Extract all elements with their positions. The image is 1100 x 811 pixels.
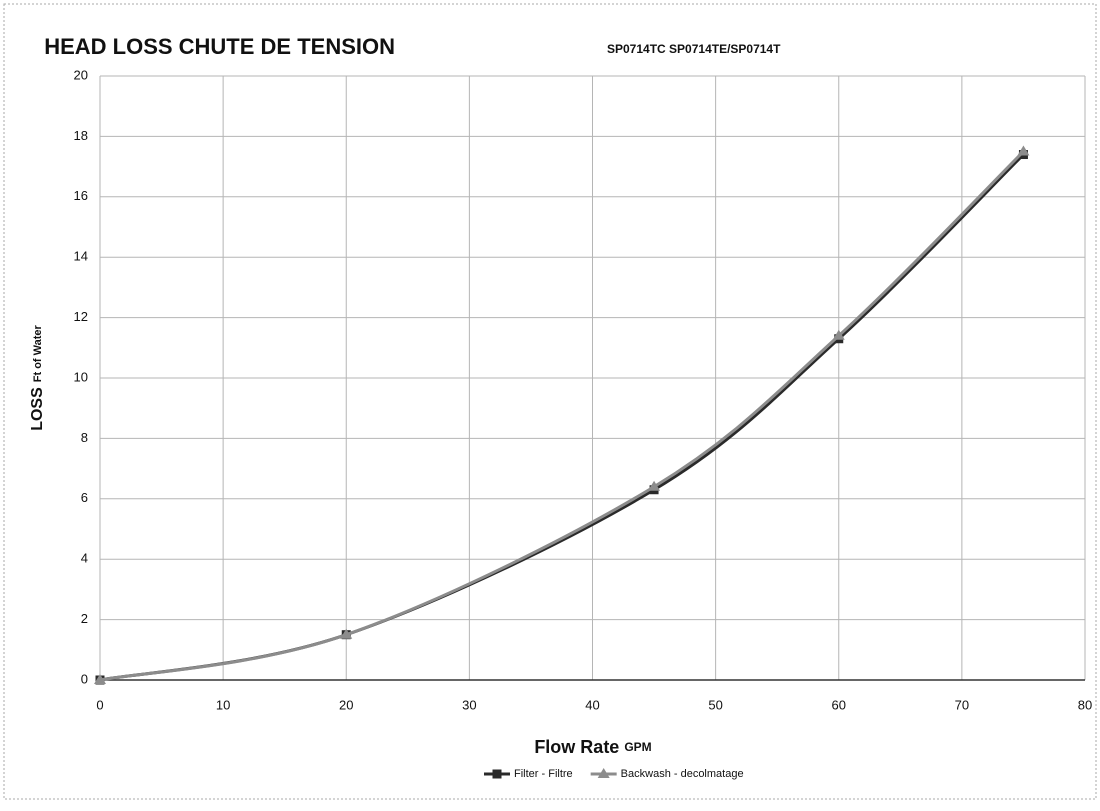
x-tick-label: 40 — [585, 697, 599, 712]
x-tick-label: 70 — [955, 697, 969, 712]
x-label-unit: GPM — [624, 740, 651, 754]
marker — [648, 480, 661, 491]
legend-label: Backwash - decolmatage — [621, 768, 744, 780]
x-tick-label: 20 — [339, 697, 353, 712]
y-label-unit: Ft of Water — [32, 324, 44, 382]
y-tick-label: 16 — [74, 188, 88, 203]
y-tick-label: 10 — [74, 369, 88, 384]
marker — [597, 768, 610, 778]
marker — [832, 329, 845, 340]
x-label-main: Flow Rate — [534, 737, 619, 757]
y-tick-label: 8 — [81, 430, 88, 445]
x-tick-label: 60 — [832, 697, 846, 712]
marker — [340, 628, 353, 639]
y-tick-label: 20 — [74, 67, 88, 82]
y-tick-label: 0 — [81, 671, 88, 686]
x-tick-label: 30 — [462, 697, 476, 712]
marker — [1017, 145, 1030, 156]
y-tick-label: 4 — [81, 551, 88, 566]
x-tick-label: 80 — [1078, 697, 1092, 712]
y-tick-label: 18 — [74, 128, 88, 143]
x-tick-label: 10 — [216, 697, 230, 712]
x-axis-label: Flow Rate GPM — [534, 737, 651, 757]
marker — [94, 674, 106, 684]
marker — [492, 769, 502, 779]
y-tick-label: 2 — [81, 611, 88, 626]
legend-label: Filter - Filtre — [514, 768, 573, 780]
chart-title: HEAD LOSS CHUTE DE TENSION — [44, 34, 395, 59]
y-tick-label: 6 — [81, 490, 88, 505]
x-tick-label: 0 — [96, 697, 103, 712]
y-label-main: LOSS — [29, 387, 46, 431]
y-tick-label: 12 — [74, 309, 88, 324]
x-tick-label: 50 — [708, 697, 722, 712]
chart-subtitle: SP0714TC SP0714TE/SP0714T — [607, 42, 781, 56]
y-axis-label: LOSS Ft of Water — [29, 324, 46, 430]
y-tick-label: 14 — [74, 249, 88, 264]
